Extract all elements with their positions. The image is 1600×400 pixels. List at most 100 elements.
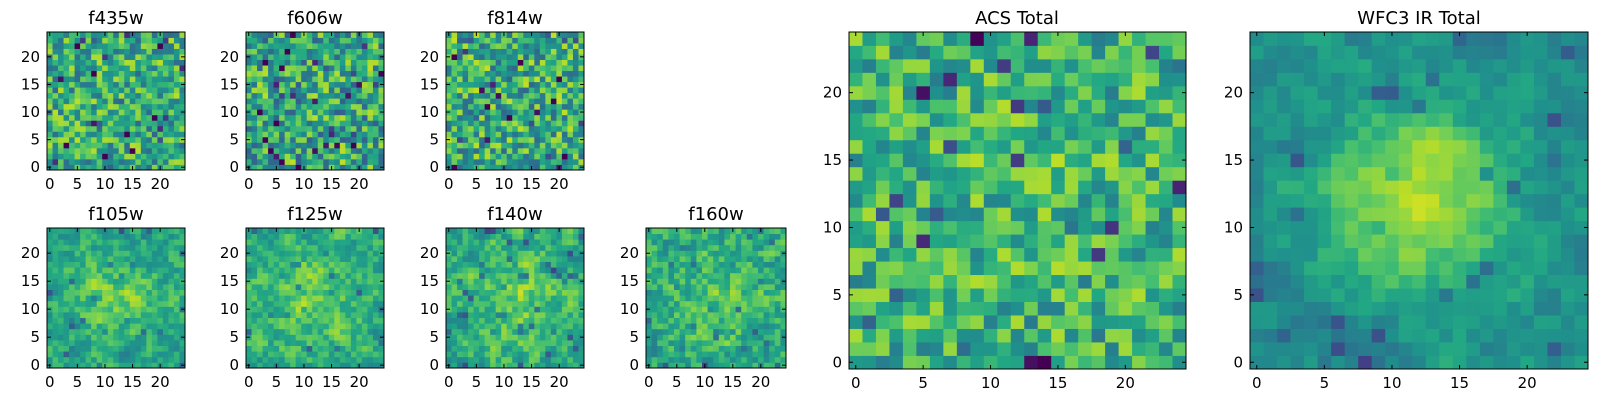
heatmap-cell — [118, 92, 125, 99]
heatmap-cell — [662, 323, 669, 330]
heatmap-cell — [769, 261, 776, 268]
heatmap-cell — [849, 153, 863, 168]
heatmap-cell — [140, 131, 147, 138]
heatmap-cell — [118, 250, 125, 257]
heatmap-cell — [983, 234, 998, 249]
heatmap-cell — [550, 328, 557, 335]
heatmap-cell — [113, 323, 120, 330]
axes-frame — [245, 31, 385, 171]
heatmap-cell — [290, 228, 297, 234]
heatmap-cell — [769, 228, 776, 234]
heatmap-cell — [473, 70, 480, 77]
heatmap-cell — [506, 92, 513, 99]
heatmap-cell — [484, 98, 491, 105]
heatmap-cell — [875, 301, 890, 316]
heatmap-cell — [124, 261, 131, 268]
heatmap-cell — [578, 103, 585, 110]
heatmap-cell — [323, 158, 330, 165]
heatmap-cell — [162, 362, 169, 369]
heatmap-cell — [462, 323, 469, 330]
heatmap-cell — [528, 37, 535, 44]
heatmap-cell — [567, 158, 574, 165]
heatmap-cell — [545, 120, 552, 127]
heatmap-cell — [129, 48, 136, 55]
heatmap-cell — [74, 54, 81, 60]
heatmap-cell — [367, 334, 374, 341]
heatmap-cell — [690, 295, 697, 302]
heatmap-cell — [162, 59, 169, 66]
heatmap-cell — [246, 233, 252, 240]
heatmap-cell — [113, 37, 120, 44]
heatmap-cell — [328, 261, 335, 268]
heatmap-cell — [468, 233, 474, 240]
heatmap-cell — [246, 295, 252, 302]
heatmap-cell — [52, 98, 59, 105]
heatmap-cell — [124, 76, 131, 83]
heatmap-cell — [956, 166, 971, 181]
heatmap-cell — [69, 239, 75, 246]
heatmap-cell — [545, 43, 552, 49]
heatmap-cell — [301, 272, 308, 279]
heatmap-cell — [534, 98, 541, 105]
heatmap-cell — [246, 328, 252, 335]
heatmap-cell — [251, 43, 258, 49]
heatmap-cell — [85, 351, 92, 358]
heatmap-cell — [561, 153, 568, 160]
heatmap-cell — [679, 328, 686, 335]
heatmap-cell — [528, 233, 535, 240]
heatmap-cell — [484, 244, 491, 251]
heatmap-cell — [361, 98, 368, 105]
heatmap-cell — [301, 81, 308, 88]
heatmap-cell — [168, 109, 175, 116]
heatmap-cell — [124, 334, 131, 341]
heatmap-cell — [484, 278, 491, 285]
heatmap-cell — [501, 43, 508, 49]
heatmap-cell — [306, 256, 313, 262]
heatmap-cell — [956, 288, 971, 302]
heatmap-cell — [168, 37, 175, 44]
heatmap-cell — [545, 244, 552, 251]
heatmap-cell — [517, 81, 524, 88]
heatmap-cell — [334, 153, 341, 160]
heatmap-cell — [690, 300, 697, 307]
heatmap-cell — [1037, 288, 1052, 302]
heatmap-cell — [151, 289, 158, 296]
heatmap-cell — [679, 306, 686, 313]
heatmap-cell — [102, 345, 109, 352]
y-tick-label: 20 — [620, 244, 639, 262]
heatmap-cell — [713, 228, 720, 234]
heatmap-cell — [334, 272, 341, 279]
heatmap-cell — [74, 43, 81, 49]
heatmap-cell — [1051, 234, 1066, 249]
heatmap-cell — [273, 114, 280, 121]
heatmap-cell — [284, 351, 291, 358]
heatmap-cell — [758, 250, 764, 257]
heatmap-cell — [168, 114, 175, 121]
heatmap-cell — [943, 328, 958, 343]
heatmap-cell — [52, 54, 59, 60]
heatmap-cell — [679, 295, 686, 302]
heatmap-cell — [52, 244, 59, 251]
heatmap-cell — [451, 59, 458, 66]
heatmap-cell — [929, 274, 944, 289]
heatmap-cell — [997, 355, 1012, 370]
heatmap-cell — [1010, 193, 1025, 208]
heatmap-cell — [273, 43, 280, 49]
heatmap-cell — [490, 153, 497, 160]
heatmap-cell — [306, 147, 313, 154]
heatmap-cell — [124, 345, 131, 352]
heatmap-cell — [517, 267, 524, 274]
heatmap-cell — [257, 142, 263, 149]
heatmap-cell — [457, 334, 463, 341]
heatmap-cell — [118, 239, 125, 246]
heatmap-cell — [490, 356, 497, 363]
heatmap-cell — [539, 278, 546, 285]
heatmap-cell — [140, 43, 147, 49]
heatmap-cell — [257, 334, 263, 341]
heatmap-cell — [323, 131, 330, 138]
heatmap-cell — [350, 70, 357, 77]
heatmap-cell — [646, 233, 652, 240]
heatmap-cell — [151, 92, 158, 99]
heatmap-cell — [1064, 180, 1079, 195]
heatmap-cell — [345, 272, 352, 279]
